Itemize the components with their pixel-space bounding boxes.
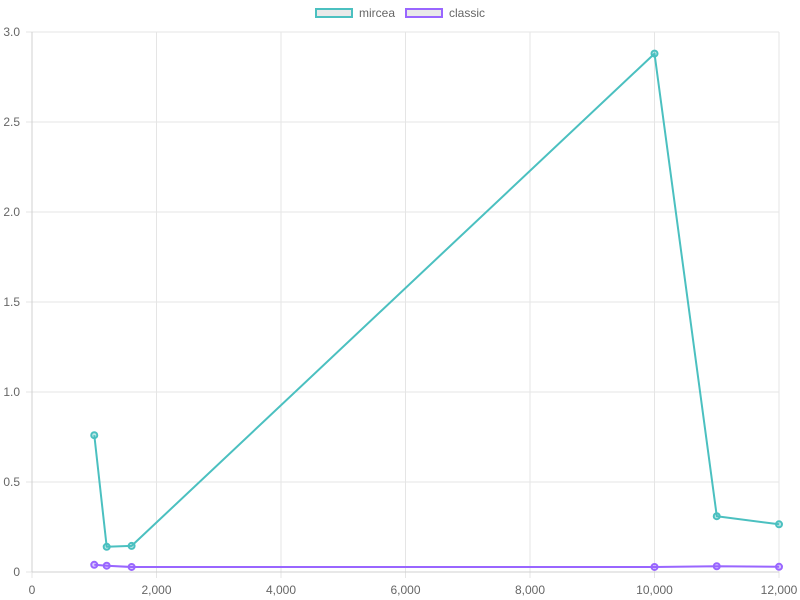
x-tick-label: 10,000 — [636, 583, 673, 597]
legend-swatch-classic — [405, 8, 443, 18]
legend-label-classic: classic — [449, 6, 486, 20]
data-point-mircea — [712, 512, 721, 521]
series-line-mircea — [93, 52, 780, 548]
x-tick-label: 0 — [29, 583, 36, 597]
data-point-classic — [102, 561, 111, 570]
y-tick-label: 1.5 — [3, 295, 20, 309]
y-tick-label: 0.5 — [3, 475, 20, 489]
data-point-classic — [127, 562, 136, 571]
x-tick-label: 2,000 — [141, 583, 171, 597]
x-tick-label: 8,000 — [515, 583, 545, 597]
data-point-mircea — [127, 541, 136, 550]
legend-label-mircea: mircea — [358, 6, 395, 20]
x-tick-label: 4,000 — [266, 583, 296, 597]
x-tick-label: 12,000 — [761, 583, 798, 597]
data-point-classic — [90, 560, 99, 569]
y-tick-label: 3.0 — [3, 25, 20, 39]
series-line-classic — [94, 563, 780, 568]
data-point-classic — [712, 562, 721, 571]
data-point-mircea — [650, 49, 659, 58]
legend-item-classic[interactable]: classic — [405, 6, 485, 20]
data-point-classic — [650, 562, 659, 571]
data-point-classic — [775, 562, 783, 571]
y-tick-label: 1.0 — [3, 385, 20, 399]
y-tick-label: 2.0 — [3, 205, 20, 219]
y-tick-label: 0 — [13, 565, 20, 579]
x-tick-label: 6,000 — [390, 583, 420, 597]
legend-swatch-mircea — [314, 8, 353, 18]
legend-item-mircea[interactable]: mircea — [314, 6, 395, 20]
y-tick-label: 2.5 — [3, 115, 20, 129]
data-point-mircea — [102, 542, 111, 551]
data-point-mircea — [775, 520, 783, 529]
data-point-mircea — [90, 431, 99, 440]
legend: mircea classic — [0, 6, 800, 20]
